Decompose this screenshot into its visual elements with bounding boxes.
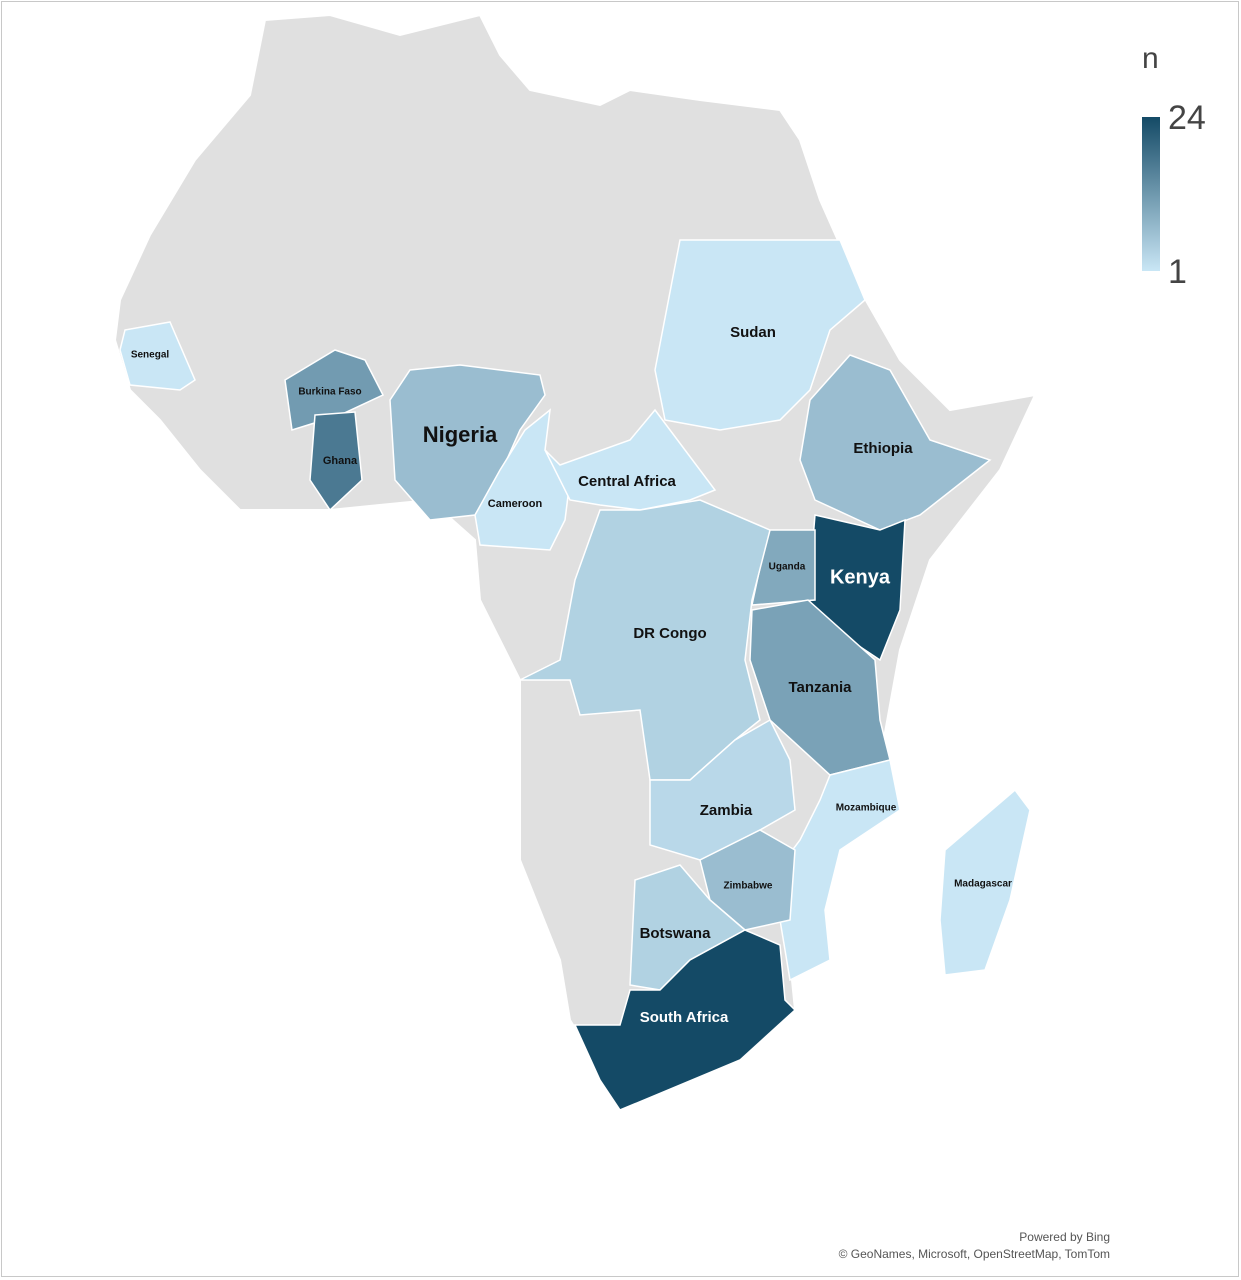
country-label: Ghana	[323, 455, 358, 467]
country-label: Ethiopia	[853, 440, 913, 457]
country-label: Burkina Faso	[298, 387, 361, 398]
attribution: © GeoNames, Microsoft, OpenStreetMap, To…	[839, 1247, 1110, 1261]
country	[649, 718, 796, 861]
country-label: South Africa	[640, 1009, 729, 1026]
country	[119, 321, 196, 391]
country-label: Nigeria	[423, 422, 498, 447]
country	[939, 788, 1031, 976]
country-label: Mozambique	[836, 803, 897, 814]
country	[799, 354, 992, 531]
country-label: DR Congo	[633, 625, 706, 642]
country-label: Central Africa	[578, 473, 676, 490]
labels: Senegal Burkina Faso Ghana Nigeria Cameroon C…	[131, 324, 1012, 1026]
country	[573, 929, 797, 1111]
country	[769, 759, 901, 982]
legend-gradient	[1142, 117, 1160, 271]
country-label: Zambia	[700, 802, 753, 819]
country-label: Sudan	[730, 324, 776, 341]
country-label: Cameroon	[488, 498, 543, 510]
country	[284, 349, 385, 431]
country-label: Madagascar	[954, 879, 1012, 890]
country	[544, 408, 717, 511]
country-label: Kenya	[830, 566, 891, 588]
country	[389, 364, 546, 521]
legend-min: 1	[1168, 253, 1187, 291]
countries	[119, 239, 1031, 1111]
legend-max: 24	[1168, 99, 1206, 137]
country-label: Tanzania	[788, 679, 852, 696]
country-label: Uganda	[769, 562, 806, 573]
country-label: Zimbabwe	[724, 881, 773, 892]
country	[309, 411, 363, 512]
country	[654, 239, 866, 431]
country-label: Botswana	[640, 925, 712, 942]
attribution: Powered by Bing	[1019, 1230, 1110, 1244]
country-label: Senegal	[131, 350, 170, 361]
legend-title: n	[1142, 42, 1159, 75]
